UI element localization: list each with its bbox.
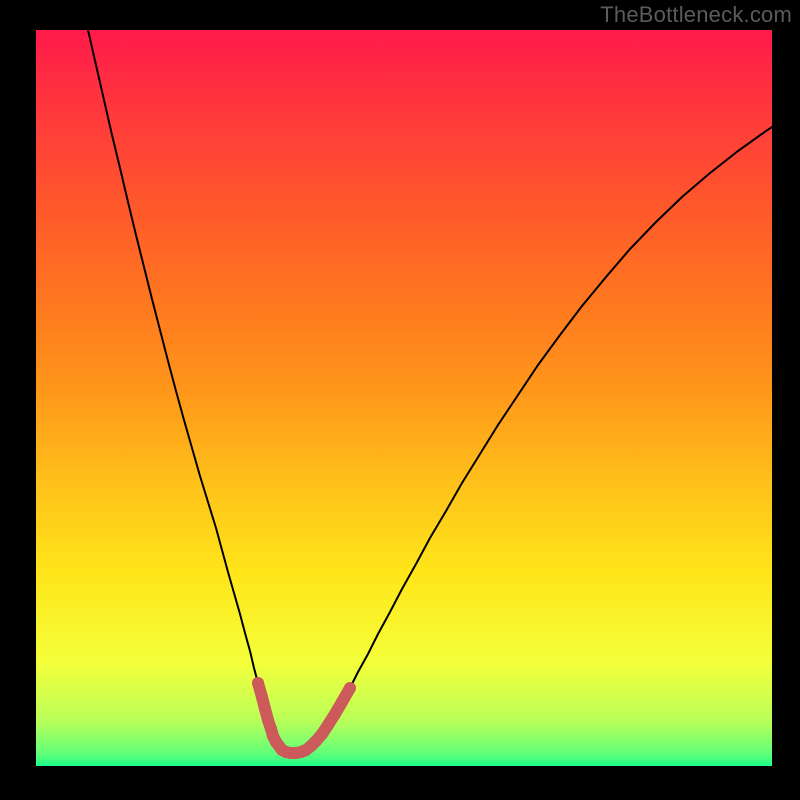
optimal-region-bead	[259, 703, 271, 715]
optimal-region-bead	[336, 696, 348, 708]
optimal-region-bead	[322, 719, 334, 731]
optimal-region-bead	[256, 691, 268, 703]
canvas: TheBottleneck.com	[0, 0, 800, 800]
optimal-region-bead	[252, 677, 264, 689]
watermark-text: TheBottleneck.com	[600, 2, 792, 28]
optimal-region-bead	[344, 682, 356, 694]
optimal-region-bead	[329, 708, 341, 720]
plot-area	[36, 30, 772, 766]
gradient-background	[36, 30, 772, 766]
